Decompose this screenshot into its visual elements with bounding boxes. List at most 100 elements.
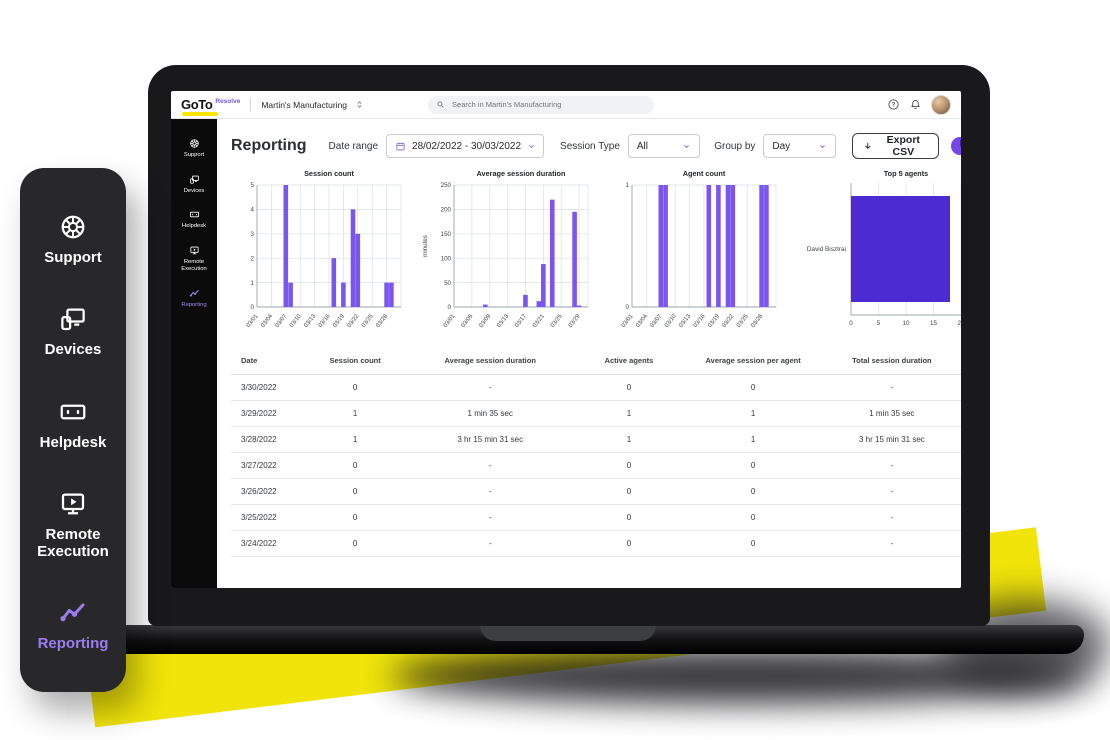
value-cell: 0 [574,504,684,531]
user-avatar[interactable] [931,94,951,115]
value-cell: 0 [683,478,823,505]
chevron-down-icon [818,142,827,151]
svg-text:03/10: 03/10 [289,313,303,329]
svg-text:03/01: 03/01 [246,314,260,329]
report-table: Date Session count Average session duratio… [231,347,961,557]
table-row: 3/30/2022 0-0 0- [231,374,961,401]
session-type-select[interactable]: All [627,134,701,158]
value-cell: 1 min 35 sec [822,400,961,427]
table-row: 3/26/2022 0-0 0- [231,478,961,505]
group-by-select[interactable]: Day [763,134,836,158]
outer-nav-item-remote-execution[interactable]: Remote Execution [20,489,126,561]
svg-text:Top 5 agents: Top 5 agents [884,169,928,178]
nav-item-remote-execution[interactable]: Remote Execution [171,238,218,281]
chart-top-5-agents: 0 5 10 15 20 David Bisztrai Top 5 agents [807,169,961,327]
svg-text:03/19: 03/19 [332,314,346,329]
svg-text:5: 5 [877,320,881,327]
session-type-value: All [636,140,649,152]
nav-item-helpdesk[interactable]: Helpdesk [171,202,218,238]
outer-nav-item-devices[interactable]: Devices [45,304,101,358]
svg-text:03/04: 03/04 [635,313,649,329]
notifications-bell-icon[interactable] [909,98,922,111]
page-title: Reporting [231,137,307,154]
charts-row: 0 1 2 3 4 5 03/01 03/04 03/07 03/10 03/13 03/16 03/1… [231,165,961,343]
nav-item-support[interactable]: Support [171,131,218,167]
outer-nav-label: Support [44,249,102,266]
svg-text:3: 3 [251,231,255,238]
svg-text:03/17: 03/17 [515,314,529,329]
reporting-icon [58,598,88,628]
svg-text:200: 200 [441,207,452,214]
svg-text:150: 150 [441,231,452,238]
svg-text:100: 100 [441,255,452,262]
search-input[interactable] [450,99,647,110]
nav-item-reporting[interactable]: Reporting [171,281,218,317]
export-csv-button[interactable]: Export CSV [851,133,940,159]
value-cell: 0 [574,530,684,557]
svg-text:15: 15 [930,320,937,327]
report-table-head-row: Date Session count Average session duratio… [231,347,961,375]
remote-execution-icon [58,489,88,519]
svg-text:0: 0 [625,304,629,311]
group-by-value: Day [772,140,791,152]
export-csv-label: Export CSV [886,134,920,158]
support-icon [189,138,200,149]
nav-label: Helpdesk [181,223,207,230]
value-cell: - [406,452,575,479]
value-cell: 1 [683,400,823,427]
value-cell: - [406,504,575,531]
date-cell: 3/29/2022 [231,400,305,427]
svg-text:03/01: 03/01 [621,314,635,329]
value-cell: 0 [304,530,407,557]
svg-text:03/13: 03/13 [303,313,317,329]
report-table-container: Date Session count Average session duratio… [231,347,961,557]
helpdesk-icon [189,209,200,220]
svg-text:2: 2 [251,255,255,262]
value-cell: 0 [574,478,684,505]
svg-text:Session count: Session count [304,169,354,178]
nav-label: Reporting [181,301,207,308]
outer-nav-item-support[interactable]: Support [44,212,102,266]
help-icon[interactable] [887,98,900,111]
search-bar[interactable] [428,95,655,114]
date-range-value: 28/02/2022 - 30/03/2022 [412,140,522,152]
svg-text:03/16: 03/16 [318,313,332,329]
search-icon [436,100,445,109]
svg-text:250: 250 [441,182,452,189]
laptop-frame: GoTo Resolve Martin's Manufacturing [148,65,990,626]
date-range-label: Date range [328,140,379,152]
value-cell: 0 [683,452,823,479]
nav-label: Support [183,152,205,158]
svg-text:03/28: 03/28 [750,313,764,329]
svg-text:03/25: 03/25 [550,313,564,329]
laptop-hinge-notch [480,625,656,641]
column-header: Session count [304,347,407,375]
svg-text:03/07: 03/07 [275,314,289,329]
svg-text:1: 1 [251,280,255,287]
nav-item-devices[interactable]: Devices [171,167,218,203]
column-header: Total session duration [822,347,961,375]
chevron-down-icon [682,142,691,151]
group-by-label: Group by [714,140,756,152]
value-cell: 0 [683,374,823,401]
value-cell: - [822,530,961,557]
outer-nav-item-reporting[interactable]: Reporting [38,598,108,652]
support-icon [58,212,88,242]
date-range-picker[interactable]: 28/02/2022 - 30/03/2022 [386,134,545,158]
clock-button[interactable] [951,137,961,155]
account-switcher-chevrons-icon[interactable] [355,99,364,110]
outer-nav-card: Support Devices Helpdesk Remote Executio… [20,168,126,692]
svg-text:03/13: 03/13 [678,313,692,329]
value-cell: - [822,374,961,401]
chevron-down-icon [527,142,536,151]
value-cell: 1 min 35 sec [406,400,575,427]
svg-text:03/04: 03/04 [260,313,274,329]
svg-text:03/22: 03/22 [721,314,735,329]
svg-text:03/13: 03/13 [497,313,511,329]
outer-nav-item-helpdesk[interactable]: Helpdesk [40,397,106,451]
svg-text:David Bisztrai: David Bisztrai [807,246,846,253]
goto-logo[interactable]: GoTo Resolve [181,97,240,116]
table-row: 3/24/2022 0-0 0- [231,530,961,557]
